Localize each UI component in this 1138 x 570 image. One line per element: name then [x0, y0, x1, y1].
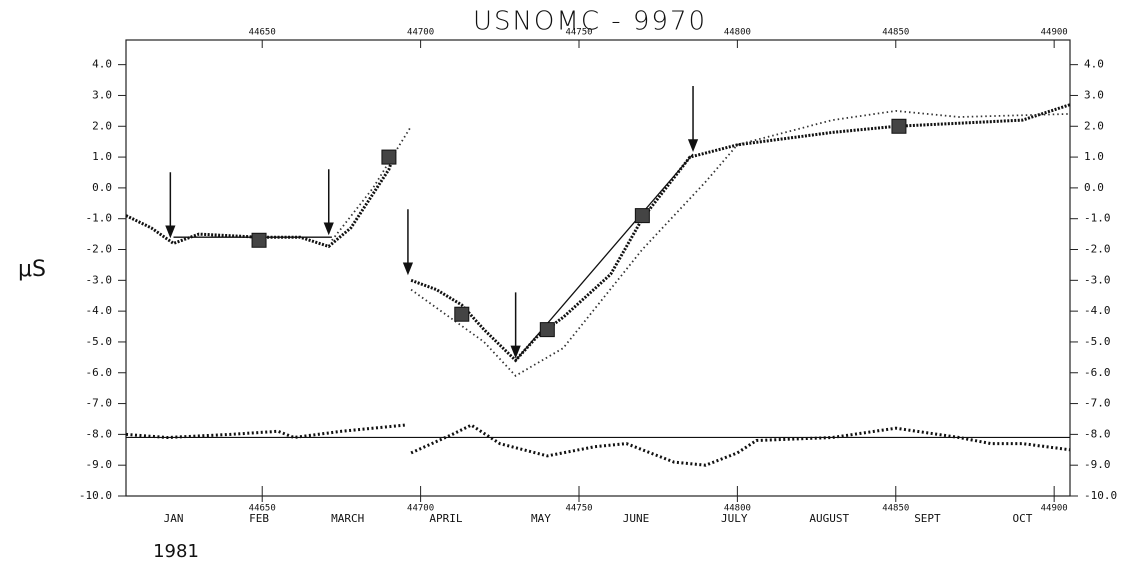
point-marker [634, 208, 650, 224]
month-label: FEB [249, 512, 269, 525]
chart-title: USNOMC - 9970 [473, 7, 707, 37]
month-label: MAY [531, 512, 551, 525]
x-tick-label-bottom: 44900 [1041, 504, 1068, 514]
y-tick-label-right: -3.0 [1084, 273, 1111, 286]
series-main [125, 103, 1071, 363]
y-tick-label: 3.0 [92, 88, 112, 101]
y-tick-label-right: -2.0 [1084, 243, 1111, 256]
plot-frame [125, 39, 1071, 497]
x-tick-label-top: 44900 [1041, 28, 1068, 38]
y-tick-label-right: -8.0 [1084, 427, 1111, 440]
y-tick-label-right: -6.0 [1084, 366, 1111, 379]
y-tick-label: 4.0 [92, 58, 112, 71]
month-label: JAN [164, 512, 184, 525]
y-tick-label: -3.0 [86, 273, 113, 286]
x-tick-label-bottom: 44800 [724, 504, 751, 514]
month-label: SEPT [914, 512, 941, 525]
y-tick-label-right: -4.0 [1084, 304, 1111, 317]
x-tick-label-top: 44850 [882, 28, 909, 38]
arrow [165, 172, 176, 239]
y-tick-label-right: 4.0 [1084, 58, 1104, 71]
arrow [402, 209, 414, 276]
y-tick-label: 1.0 [92, 150, 112, 163]
x-tick-label-bottom: 44700 [407, 504, 434, 514]
point-marker [539, 322, 555, 338]
x-tick-label-top: 44700 [407, 28, 434, 38]
y-axis-label: μS [18, 257, 46, 282]
x-tick-label-top: 44650 [249, 28, 276, 38]
y-tick-label: 2.0 [92, 119, 112, 132]
month-label: OCT [1013, 512, 1033, 525]
point-marker [454, 306, 470, 322]
y-tick-label: 0.0 [92, 181, 112, 194]
y-tick-label-right: -1.0 [1084, 212, 1111, 225]
x-tick-label-bottom: 44850 [882, 504, 909, 514]
y-tick-label-right: -9.0 [1084, 458, 1111, 471]
x-tick-label-top: 44800 [724, 28, 751, 38]
month-label: MARCH [331, 512, 364, 525]
point-marker [251, 232, 267, 248]
y-tick-label-right: 2.0 [1084, 119, 1104, 132]
month-label: APRIL [429, 512, 462, 525]
y-tick-label: -7.0 [86, 397, 113, 410]
y-tick-label-right: 3.0 [1084, 88, 1104, 101]
series-dotted [331, 109, 1071, 377]
arrow [510, 292, 521, 359]
month-label: JULY [721, 512, 748, 525]
y-tick-label: -8.0 [86, 427, 113, 440]
x-tick-label-bottom: 44650 [249, 504, 276, 514]
arrow [687, 86, 699, 153]
month-label: AUGUST [809, 512, 849, 525]
y-tick-label-right: 1.0 [1084, 150, 1104, 163]
y-tick-label: -2.0 [86, 243, 113, 256]
arrow [323, 169, 334, 236]
y-tick-label-right: -10.0 [1084, 489, 1117, 502]
y-tick-label-right: -5.0 [1084, 335, 1111, 348]
series-residual [125, 423, 1071, 467]
y-tick-label: -9.0 [86, 458, 113, 471]
y-tick-label: -6.0 [86, 366, 113, 379]
y-tick-label: -1.0 [86, 212, 113, 225]
point-marker [381, 149, 397, 165]
year-label: 1981 [153, 541, 199, 562]
y-tick-label-right: -7.0 [1084, 397, 1111, 410]
y-tick-label: -5.0 [86, 335, 113, 348]
series-fit [173, 153, 694, 361]
x-tick-label-top: 44750 [565, 28, 592, 38]
y-tick-label-right: 0.0 [1084, 181, 1104, 194]
y-tick-label: -4.0 [86, 304, 113, 317]
y-tick-label: -10.0 [79, 489, 112, 502]
x-tick-label-bottom: 44750 [565, 504, 592, 514]
month-label: JUNE [623, 512, 650, 525]
point-marker [891, 118, 907, 134]
